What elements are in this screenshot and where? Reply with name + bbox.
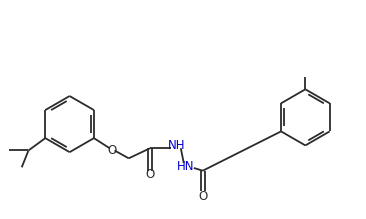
Text: O: O bbox=[108, 143, 117, 157]
Text: O: O bbox=[145, 168, 155, 181]
Text: HN: HN bbox=[177, 160, 194, 173]
Text: O: O bbox=[198, 190, 208, 203]
Text: NH: NH bbox=[168, 139, 185, 152]
